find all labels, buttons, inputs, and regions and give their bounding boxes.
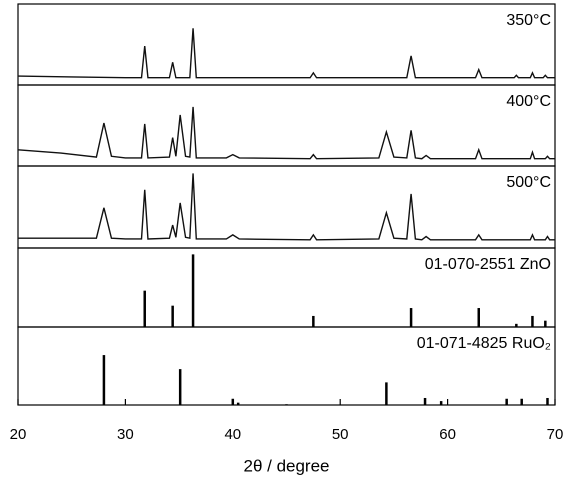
panel-label: 400°C [506,93,551,110]
xrd-pattern [18,173,555,241]
x-tick-label: 70 [547,426,564,443]
x-tick-label: 40 [224,426,241,443]
panel-frame [17,84,556,167]
panel-label: 01-070-2551 ZnO [425,256,551,273]
panel-label: 350°C [506,12,551,29]
x-axis-title: 2θ / degree [243,456,329,475]
x-tick-label: 30 [117,426,134,443]
panel-label: 01-071-4825 RuO₂ [417,335,551,352]
xrd-pattern [17,28,555,79]
x-tick-label: 50 [332,426,349,443]
panel-frame [17,3,556,86]
x-tick-label: 60 [439,426,456,443]
x-tick-label: 20 [10,426,27,443]
xrd-pattern [17,106,555,160]
panel-frame [17,165,556,249]
panel-label: 500°C [506,174,551,191]
